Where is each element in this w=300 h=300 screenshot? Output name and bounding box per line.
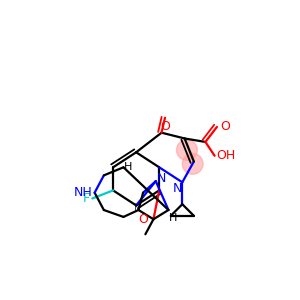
Text: OH: OH: [217, 149, 236, 162]
Text: O: O: [160, 120, 170, 134]
Text: N: N: [157, 172, 166, 185]
Circle shape: [176, 140, 197, 160]
Text: O: O: [220, 120, 230, 134]
Text: H: H: [124, 162, 132, 172]
Circle shape: [182, 154, 203, 174]
Text: F: F: [83, 192, 90, 205]
Text: O: O: [138, 213, 148, 226]
Text: NH: NH: [74, 186, 92, 199]
Text: H: H: [169, 213, 177, 223]
Text: N: N: [173, 182, 182, 195]
